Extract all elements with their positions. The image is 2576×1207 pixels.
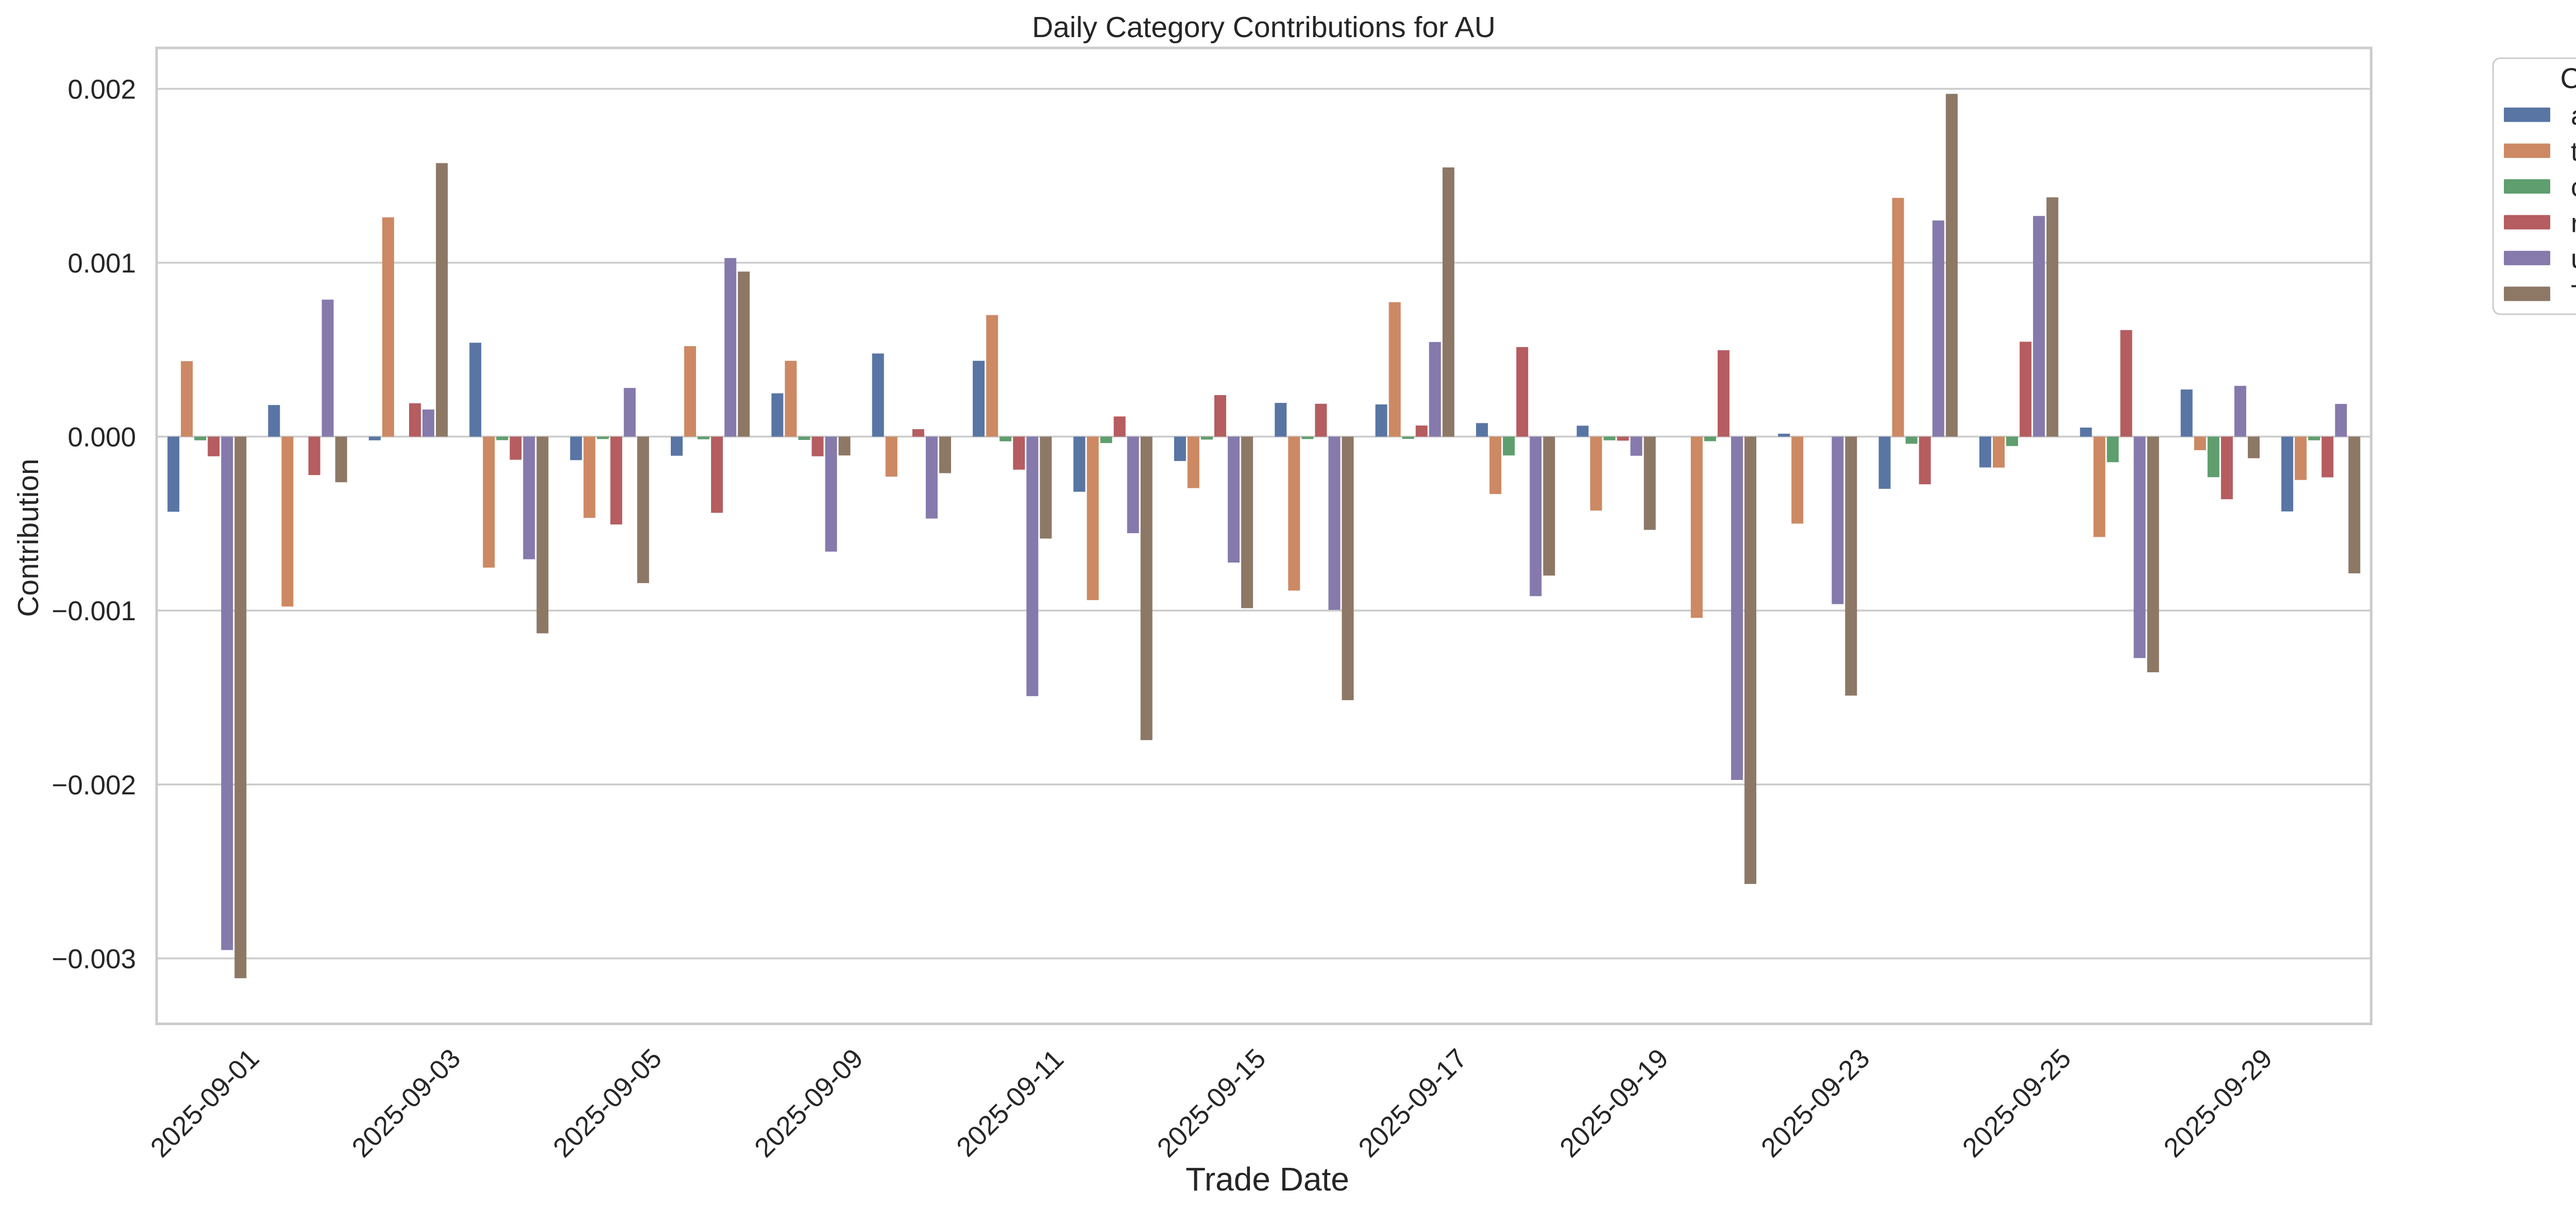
svg-text:0.000: 0.000: [67, 422, 136, 453]
svg-text:tilt_total: tilt_total: [2571, 137, 2576, 167]
svg-text:−0.002: −0.002: [52, 770, 136, 801]
svg-text:Contribution: Contribution: [12, 458, 45, 617]
svg-text:Total: Total: [2571, 280, 2576, 310]
svg-text:unexplained: unexplained: [2571, 244, 2576, 274]
svg-text:Daily Category Contributions f: Daily Category Contributions for AU: [1032, 11, 1496, 44]
svg-text:−0.001: −0.001: [52, 596, 136, 626]
svg-text:cost: cost: [2571, 173, 2576, 202]
svg-text:alpha_total: alpha_total: [2571, 101, 2576, 131]
svg-text:−0.003: −0.003: [52, 944, 136, 974]
svg-text:Trade Date: Trade Date: [1185, 1161, 1349, 1198]
svg-text:Category: Category: [2560, 62, 2576, 94]
svg-text:0.001: 0.001: [67, 248, 136, 279]
svg-text:risk_exposure: risk_exposure: [2571, 208, 2576, 238]
svg-text:0.002: 0.002: [67, 74, 136, 105]
